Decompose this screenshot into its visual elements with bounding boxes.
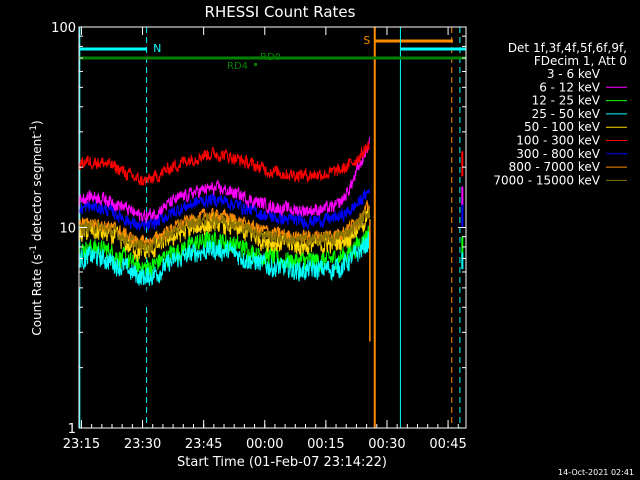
chart-title: RHESSI Count Rates [205, 3, 356, 21]
legend-label: 6 - 12 keV [539, 80, 601, 94]
n-label: N [153, 42, 161, 55]
legend-header-2: FDecim 1, Att 0 [534, 54, 627, 68]
legend-label: 50 - 100 keV [524, 120, 601, 134]
series-line-6 [78, 188, 370, 231]
legend-label: 3 - 6 keV [547, 67, 601, 81]
legend-label: 12 - 25 keV [532, 94, 601, 108]
x-tick-label: 00:30 [368, 437, 405, 452]
y-axis-label: Count Rate (s-1 detector segment-1) [29, 120, 44, 335]
s-label: S [363, 34, 370, 47]
rd4-label: RD4 [227, 61, 248, 72]
rd4-marker [254, 63, 257, 66]
series-line-8 [78, 207, 370, 254]
legend-label: 7000 - 15000 keV [493, 173, 600, 187]
x-axis-label: Start Time (01-Feb-07 23:14:22) [177, 455, 387, 470]
series-line-3 [78, 232, 370, 286]
y-tick-label: 1 [68, 422, 76, 437]
x-tick-label: 00:15 [307, 437, 344, 452]
x-tick-label: 23:15 [63, 437, 100, 452]
y-axis-label-sup1: -1 [29, 245, 39, 254]
y-axis-label-sup2: -1 [29, 125, 39, 134]
rd0-label: RD0 [260, 52, 281, 63]
x-tick-label: 00:45 [429, 437, 466, 452]
series-line-4 [78, 207, 370, 262]
x-tick-label: 23:45 [185, 437, 222, 452]
y-axis-label-end: ) [30, 120, 44, 125]
legend-label: 800 - 7000 keV [509, 160, 601, 174]
y-axis-label-mid: detector segment [30, 134, 44, 245]
legend-label: 25 - 50 keV [532, 107, 601, 121]
legend-header-1: Det 1f,3f,4f,5f,6f,9f, [508, 41, 627, 55]
date-stamp: 14-Oct-2021 02:41 [558, 468, 634, 477]
y-tick-label: 100 [51, 21, 76, 36]
y-axis-label-main: Count Rate (s [30, 254, 44, 336]
series-line-5 [78, 141, 370, 187]
tick-layer: 1 10 100 23:15 23:30 23:45 00:00 00:15 00:30 00:4… [51, 21, 467, 452]
x-tick-label: 23:30 [124, 437, 161, 452]
series-line-1 [78, 136, 370, 224]
y-tick-label: 10 [59, 222, 76, 237]
series-line-0 [78, 203, 370, 320]
x-tick-label: 00:00 [246, 437, 283, 452]
legend-label: 100 - 300 keV [516, 134, 600, 148]
legend-label: 300 - 800 keV [516, 147, 600, 161]
